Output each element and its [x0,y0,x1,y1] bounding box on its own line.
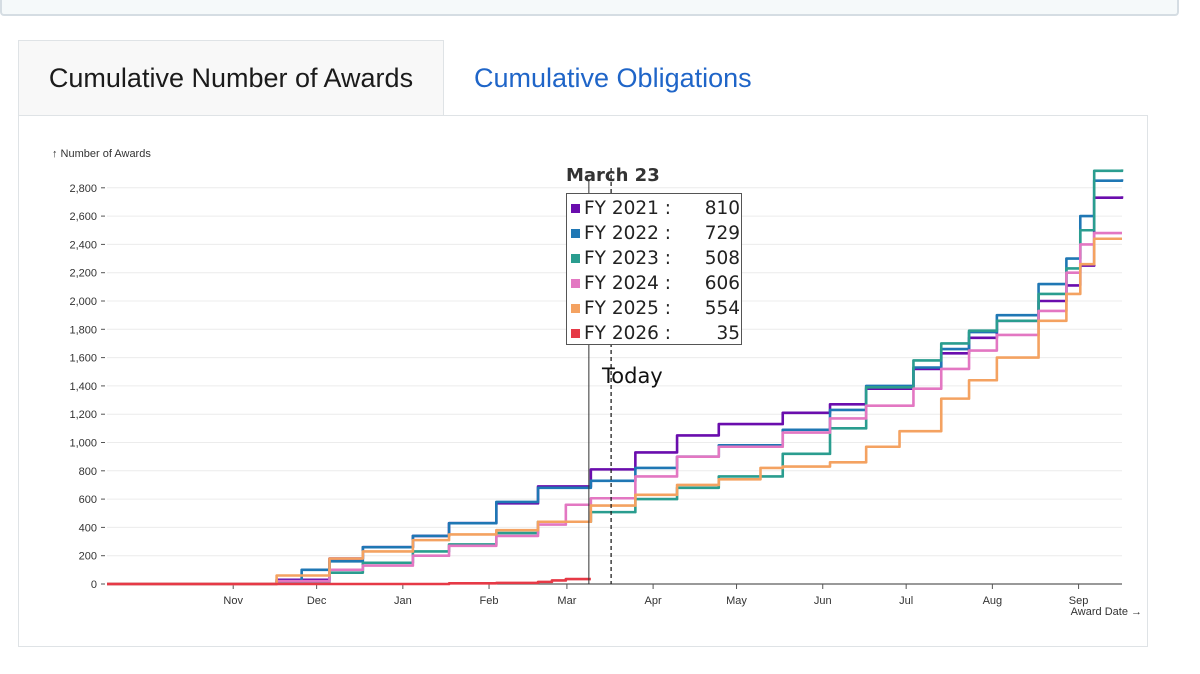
today-label: Today [602,364,663,388]
x-tick-label: May [726,595,747,607]
y-tick-label: 1,400 [69,381,97,393]
tab-cumulative-obligations[interactable]: Cumulative Obligations [474,62,752,93]
y-tick-label: 2,400 [69,239,97,251]
legend-swatch [571,254,580,263]
x-tick-label: Aug [983,595,1003,607]
tooltip-series-value: 810 [704,198,740,219]
tooltip-row: FY 2025 : 554 [567,296,741,321]
tooltip-series-value: 35 [716,323,740,344]
chart-tabs: Cumulative Number of Awards Cumulative O… [18,40,1148,116]
tooltip-row: FY 2024 : 606 [567,271,741,296]
tooltip-series-name: FY 2021 : [584,198,672,219]
y-tick-label: 2,600 [69,211,97,223]
tooltip-series-value: 508 [704,248,740,269]
tab-cumulative-number-of-awards[interactable]: Cumulative Number of Awards [18,40,444,116]
legend-swatch [571,329,580,338]
tooltip-series-value: 554 [704,298,740,319]
tooltip-series-name: FY 2023 : [584,248,672,269]
y-tick-label: 1,000 [69,438,97,450]
y-tick-label: 2,800 [69,183,97,195]
x-tick-label: Nov [223,595,243,607]
tooltip-row: FY 2021 : 810 [567,196,741,221]
x-tick-label: Jun [814,595,832,607]
y-tick-label: 2,000 [69,296,97,308]
tooltip-series-name: FY 2024 : [584,273,672,294]
tooltip-series-value: 729 [704,223,740,244]
top-panel [0,0,1179,16]
legend-swatch [571,304,580,313]
x-tick-label: Mar [557,595,576,607]
tooltip-row: FY 2023 : 508 [567,246,741,271]
x-tick-label: Jan [394,595,412,607]
tooltip-row: FY 2022 : 729 [567,221,741,246]
x-tick-label: Jul [899,595,913,607]
y-tick-label: 200 [79,551,97,563]
tooltip-series-name: FY 2022 : [584,223,672,244]
tooltip-series-name: FY 2025 : [584,298,672,319]
legend-swatch [571,279,580,288]
tooltip-series-value: 606 [704,273,740,294]
x-tick-label: Dec [307,595,327,607]
series-line-fy-2026 [107,577,591,586]
y-tick-label: 600 [79,494,97,506]
y-tick-label: 2,200 [69,268,97,280]
tooltip-series-name: FY 2026 : [584,323,672,344]
y-tick-label: 800 [79,466,97,478]
tooltip: FY 2021 :810 FY 2022 :729 FY 2023 :508 FY 2… [566,193,742,345]
legend-swatch [571,229,580,238]
x-tick-label: Apr [645,595,662,607]
y-tick-label: 1,600 [69,353,97,365]
y-tick-label: 0 [91,579,97,591]
y-tick-label: 1,800 [69,324,97,336]
series-line-fy-2025 [107,237,1122,586]
x-axis-label: Award Date → [1071,606,1142,618]
y-axis-label: ↑ Number of Awards [52,148,151,160]
y-tick-label: 1,200 [69,409,97,421]
legend-swatch [571,204,580,213]
y-tick-label: 400 [79,522,97,534]
x-tick-label: Feb [480,595,499,607]
tooltip-date: March 23 [566,165,660,186]
tooltip-row: FY 2026 : 35 [567,321,741,346]
series-line-fy-2023 [107,169,1124,586]
x-tick-label: Sep [1069,595,1089,607]
